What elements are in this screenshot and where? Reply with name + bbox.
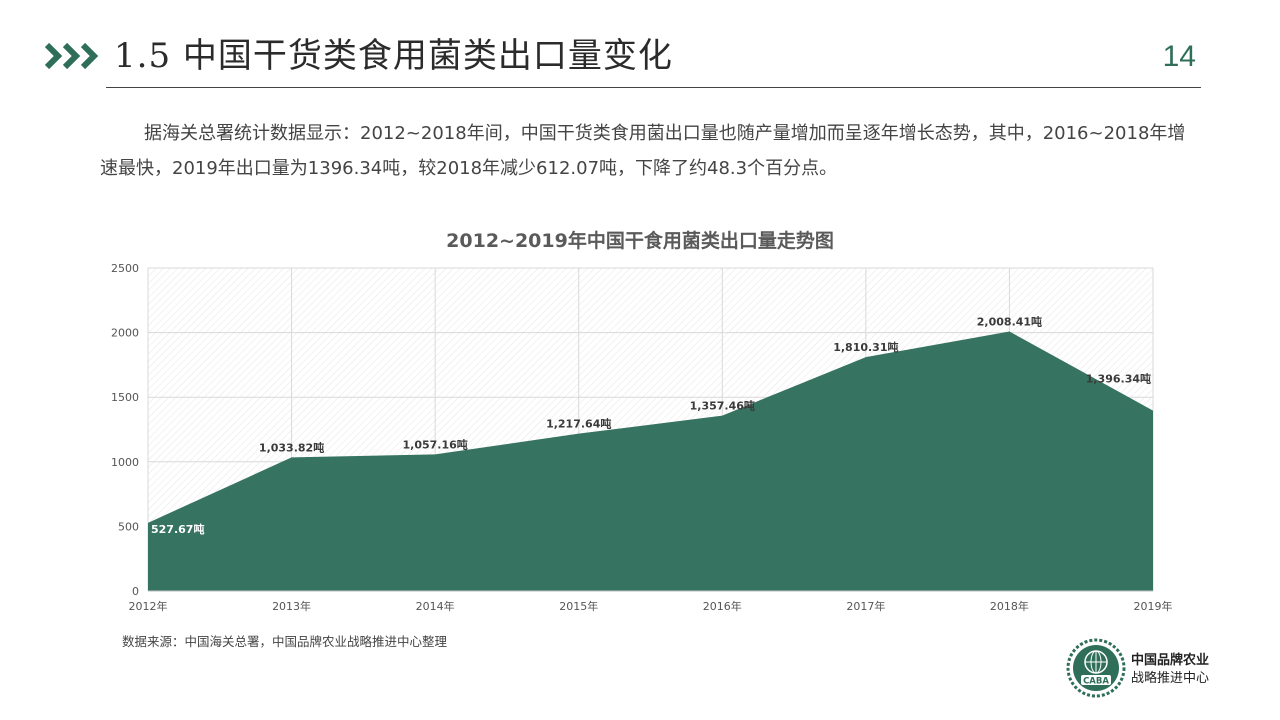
data-source-note: 数据来源：中国海关总署，中国品牌农业战略推进中心整理 [122, 634, 448, 649]
logo-wordmark: 中国品牌农业 战略推进中心 [1131, 652, 1209, 688]
x-tick-label: 2013年 [272, 599, 311, 613]
y-tick-label: 2500 [111, 262, 139, 275]
x-tick-label: 2018年 [990, 599, 1029, 613]
data-label: 1,396.34吨 [1086, 372, 1151, 386]
x-tick-label: 2017年 [846, 599, 885, 613]
logo-line-2: 战略推进中心 [1131, 671, 1210, 686]
y-tick-label: 2000 [111, 327, 139, 340]
x-tick-label: 2015年 [559, 599, 598, 613]
data-label: 1,810.31吨 [833, 340, 898, 354]
x-tick-label: 2019年 [1134, 599, 1173, 613]
title-divider [106, 87, 1201, 88]
y-tick-label: 1000 [111, 456, 139, 469]
page-title: 1.5 中国干货类食用菌类出口量变化 [114, 36, 673, 76]
data-label: 1,217.64吨 [546, 417, 611, 431]
y-tick-label: 500 [118, 520, 139, 533]
intro-paragraph: 据海关总署统计数据显示：2012~2018年间，中国干货类食用菌出口量也随产量增… [100, 123, 1186, 179]
area-series [148, 331, 1153, 591]
data-label: 1,057.16吨 [403, 437, 468, 451]
data-label: 1,357.46吨 [690, 399, 755, 413]
data-label: 2,008.41吨 [977, 315, 1042, 329]
y-tick-label: 0 [132, 585, 139, 598]
caba-logo-icon: CABA [1066, 638, 1126, 698]
logo-line-1: 中国品牌农业 [1131, 653, 1210, 668]
data-label: 527.67吨 [151, 522, 204, 536]
x-tick-label: 2012年 [129, 599, 168, 613]
data-label: 1,033.82吨 [259, 440, 324, 454]
x-tick-label: 2016年 [703, 599, 742, 613]
chevrons-icon [44, 42, 99, 70]
y-tick-label: 1500 [111, 391, 139, 404]
chart-title: 2012~2019年中国干食用菌类出口量走势图 [446, 230, 834, 252]
page-number: 14 [1162, 40, 1196, 73]
logo-badge-text: CABA [1083, 677, 1109, 687]
x-tick-label: 2014年 [416, 599, 455, 613]
